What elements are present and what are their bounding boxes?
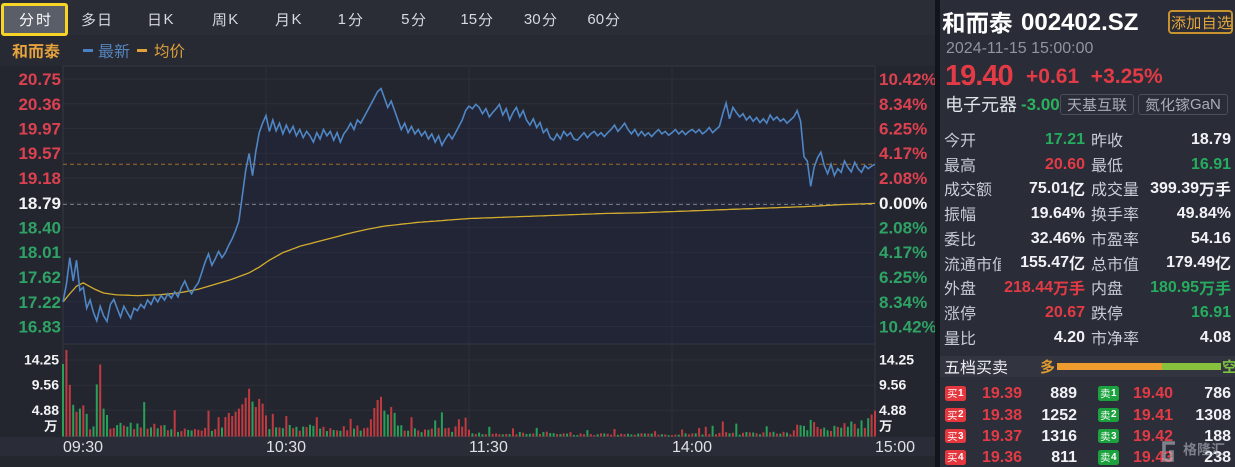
svg-text:20.36: 20.36 bbox=[18, 95, 61, 114]
svg-text:11:30: 11:30 bbox=[469, 439, 508, 456]
svg-text:6.25%: 6.25% bbox=[879, 120, 927, 139]
svg-text:9.56: 9.56 bbox=[879, 377, 906, 393]
svg-text:0.00%: 0.00% bbox=[879, 194, 927, 213]
svg-text:10.42%: 10.42% bbox=[879, 318, 935, 337]
svg-text:4.88: 4.88 bbox=[879, 402, 906, 418]
svg-text:4.88: 4.88 bbox=[32, 402, 59, 418]
svg-text:20.75: 20.75 bbox=[18, 70, 61, 89]
svg-text:2.08%: 2.08% bbox=[879, 219, 927, 238]
svg-text:15:00: 15:00 bbox=[875, 439, 915, 456]
svg-text:19.57: 19.57 bbox=[18, 144, 61, 163]
svg-text:18.79: 18.79 bbox=[18, 194, 61, 213]
svg-text:14.25: 14.25 bbox=[24, 352, 59, 368]
svg-text:14.25: 14.25 bbox=[879, 352, 914, 368]
svg-text:18.01: 18.01 bbox=[18, 243, 61, 262]
svg-text:8.34%: 8.34% bbox=[879, 293, 927, 312]
svg-text:18.40: 18.40 bbox=[18, 219, 61, 238]
svg-text:10.42%: 10.42% bbox=[879, 70, 935, 89]
svg-text:17.22: 17.22 bbox=[18, 293, 61, 312]
svg-text:6.25%: 6.25% bbox=[879, 268, 927, 287]
svg-text:4.17%: 4.17% bbox=[879, 243, 927, 262]
svg-text:9.56: 9.56 bbox=[32, 377, 59, 393]
svg-text:8.34%: 8.34% bbox=[879, 95, 927, 114]
svg-text:19.18: 19.18 bbox=[18, 169, 61, 188]
svg-text:09:30: 09:30 bbox=[63, 439, 103, 456]
svg-text:14:00: 14:00 bbox=[672, 439, 712, 456]
svg-text:16.83: 16.83 bbox=[18, 318, 61, 337]
svg-text:2.08%: 2.08% bbox=[879, 169, 927, 188]
svg-text:10:30: 10:30 bbox=[266, 439, 306, 456]
svg-text:19.97: 19.97 bbox=[18, 120, 61, 139]
svg-text:4.17%: 4.17% bbox=[879, 144, 927, 163]
svg-text:17.62: 17.62 bbox=[18, 268, 61, 287]
